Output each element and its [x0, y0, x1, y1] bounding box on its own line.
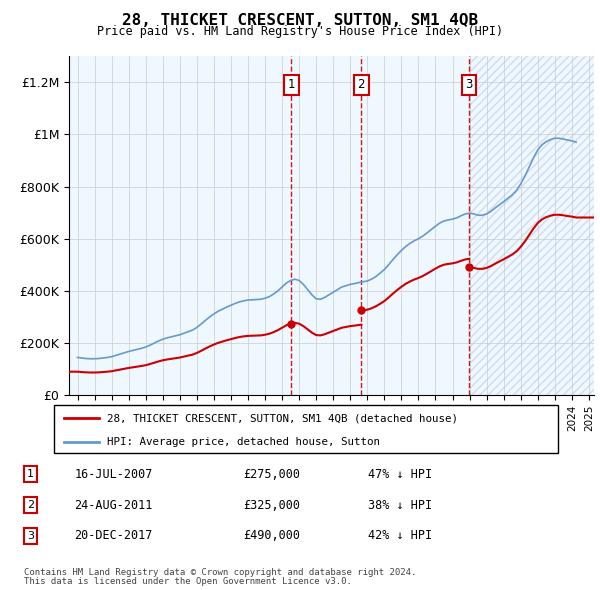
Text: 20-DEC-2017: 20-DEC-2017 — [74, 529, 153, 542]
Bar — [69, 56, 291, 395]
Text: 3: 3 — [27, 531, 34, 541]
Text: 2: 2 — [358, 78, 365, 91]
Text: 24-AUG-2011: 24-AUG-2011 — [74, 499, 153, 512]
Text: 42% ↓ HPI: 42% ↓ HPI — [368, 529, 432, 542]
Text: Contains HM Land Registry data © Crown copyright and database right 2024.: Contains HM Land Registry data © Crown c… — [24, 568, 416, 576]
Text: £490,000: £490,000 — [244, 529, 301, 542]
Bar — [291, 56, 361, 395]
Text: 2: 2 — [27, 500, 34, 510]
Text: HPI: Average price, detached house, Sutton: HPI: Average price, detached house, Sutt… — [107, 437, 380, 447]
Text: 28, THICKET CRESCENT, SUTTON, SM1 4QB: 28, THICKET CRESCENT, SUTTON, SM1 4QB — [122, 13, 478, 28]
Text: 28, THICKET CRESCENT, SUTTON, SM1 4QB (detached house): 28, THICKET CRESCENT, SUTTON, SM1 4QB (d… — [107, 413, 458, 423]
Bar — [469, 56, 594, 395]
Text: 47% ↓ HPI: 47% ↓ HPI — [368, 468, 432, 481]
Text: 1: 1 — [287, 78, 295, 91]
FancyBboxPatch shape — [54, 405, 558, 453]
Text: 16-JUL-2007: 16-JUL-2007 — [74, 468, 153, 481]
Text: £275,000: £275,000 — [244, 468, 301, 481]
Text: 3: 3 — [466, 78, 473, 91]
Bar — [361, 56, 469, 395]
Text: £325,000: £325,000 — [244, 499, 301, 512]
Text: 38% ↓ HPI: 38% ↓ HPI — [368, 499, 432, 512]
Text: This data is licensed under the Open Government Licence v3.0.: This data is licensed under the Open Gov… — [24, 577, 352, 586]
Text: Price paid vs. HM Land Registry's House Price Index (HPI): Price paid vs. HM Land Registry's House … — [97, 25, 503, 38]
Text: 1: 1 — [27, 469, 34, 479]
